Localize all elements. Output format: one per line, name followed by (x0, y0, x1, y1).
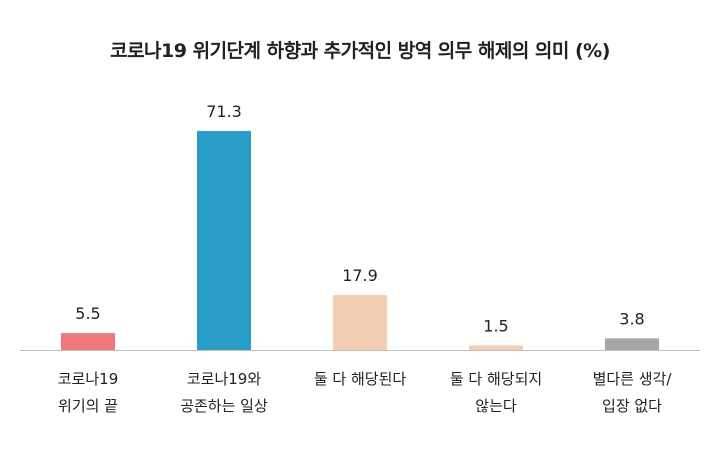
category-label-4-line-1: 둘 다 해당되지 (450, 370, 542, 388)
category-label-3-line-1: 둘 다 해당된다 (314, 370, 407, 388)
category-label-1-line-1: 코로나19 (58, 370, 119, 388)
bar-5 (605, 338, 659, 350)
category-label-2-line-2: 공존하는 일상 (180, 397, 268, 415)
category-label-5-line-2: 입장 없다 (602, 397, 662, 415)
bar-4 (469, 345, 523, 350)
category-label-5-line-1: 별다른 생각/ (593, 370, 673, 388)
value-label-3: 17.9 (342, 266, 378, 285)
category-label-4-line-2: 않는다 (475, 397, 517, 415)
bar-1 (61, 333, 115, 350)
chart-title: 코로나19 위기단계 하향과 추가적인 방역 의무 해제의 의미 (%) (110, 40, 610, 62)
bar-2 (197, 131, 251, 350)
value-label-1: 5.5 (75, 304, 100, 323)
category-label-1-line-2: 위기의 끝 (58, 397, 118, 415)
category-label-2-line-1: 코로나19와 (187, 370, 261, 388)
value-label-4: 1.5 (483, 316, 508, 335)
bar-3 (333, 295, 387, 350)
value-label-2: 71.3 (206, 102, 242, 121)
value-label-5: 3.8 (619, 309, 644, 328)
